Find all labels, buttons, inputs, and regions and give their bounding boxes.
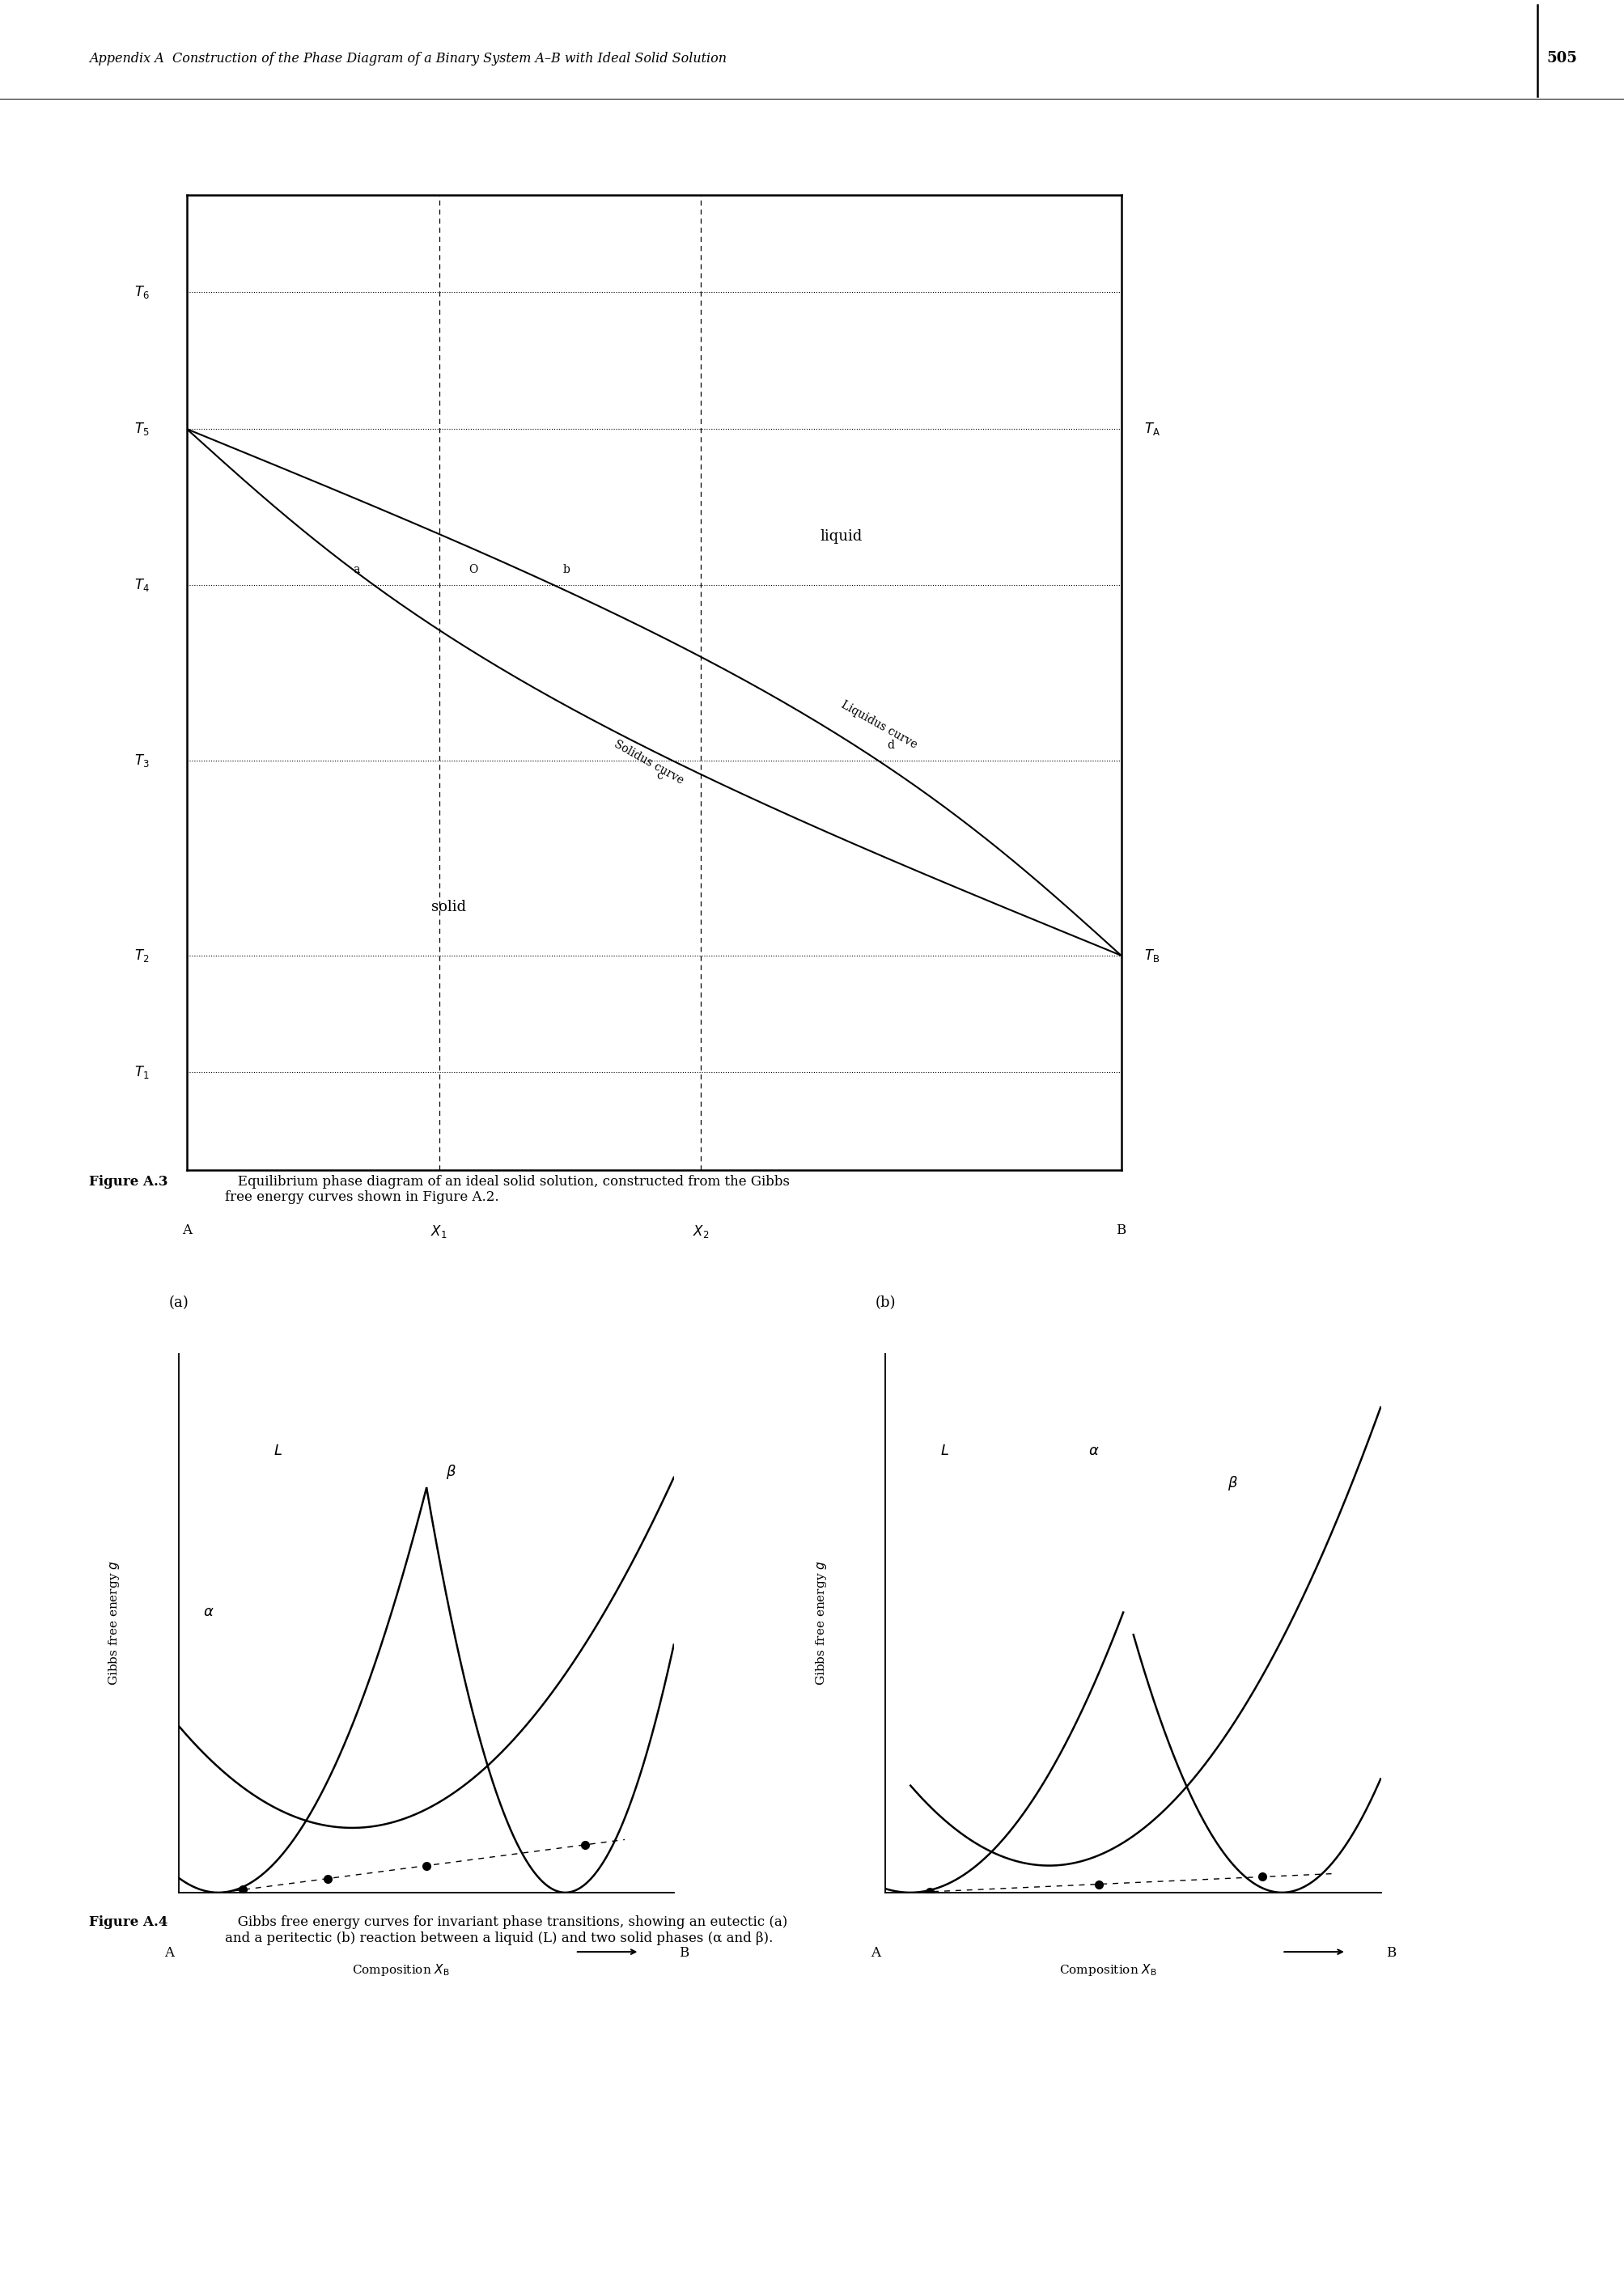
Text: O: O [468,564,477,576]
Text: $T_2$: $T_2$ [135,947,149,963]
Text: Composition $X_\mathrm{B}$: Composition $X_\mathrm{B}$ [1059,1964,1156,1977]
Text: B: B [1385,1945,1395,1959]
Text: solid: solid [430,899,466,913]
Text: (b): (b) [875,1296,896,1310]
Text: $T_6$: $T_6$ [135,284,149,301]
Text: Gibbs free energy $g$: Gibbs free energy $g$ [107,1560,122,1686]
Text: $T_1$: $T_1$ [135,1064,149,1080]
Text: B: B [679,1945,689,1959]
Text: $\alpha$: $\alpha$ [1088,1443,1098,1457]
Text: (a): (a) [169,1296,188,1310]
Text: $X_1$: $X_1$ [430,1223,447,1239]
Text: A: A [870,1945,880,1959]
Text: $T_\mathrm{A}$: $T_\mathrm{A}$ [1143,420,1160,438]
Text: Figure A.3: Figure A.3 [89,1175,169,1188]
Text: $\beta$: $\beta$ [447,1464,456,1482]
Text: Figure A.4: Figure A.4 [89,1915,167,1929]
Text: liquid: liquid [818,530,862,544]
Text: Appendix A  Construction of the Phase Diagram of a Binary System A–B with Ideal : Appendix A Construction of the Phase Dia… [89,53,726,67]
Text: A: A [182,1223,192,1236]
Text: Gibbs free energy curves for invariant phase transitions, showing an eutectic (a: Gibbs free energy curves for invariant p… [226,1915,788,1945]
Text: Equilibrium phase diagram of an ideal solid solution, constructed from the Gibbs: Equilibrium phase diagram of an ideal so… [226,1175,789,1204]
Text: Solidus curve: Solidus curve [612,739,685,787]
Text: $T_5$: $T_5$ [135,420,149,438]
Text: c: c [656,771,663,782]
Text: a: a [352,564,359,576]
Text: Liquidus curve: Liquidus curve [840,700,919,750]
Text: $L$: $L$ [273,1443,283,1457]
Text: 505: 505 [1546,50,1577,67]
Text: $T_4$: $T_4$ [135,576,149,594]
Text: $X_2$: $X_2$ [692,1223,708,1239]
Text: Gibbs free energy $g$: Gibbs free energy $g$ [814,1560,828,1686]
Text: $T_3$: $T_3$ [135,752,149,768]
Text: $L$: $L$ [940,1443,948,1457]
Text: d: d [887,739,895,750]
Text: $\beta$: $\beta$ [1226,1475,1237,1491]
Text: Composition $X_\mathrm{B}$: Composition $X_\mathrm{B}$ [352,1964,450,1977]
Text: A: A [164,1945,174,1959]
Text: $T_\mathrm{B}$: $T_\mathrm{B}$ [1143,947,1160,963]
Text: b: b [562,564,570,576]
Text: B: B [1116,1223,1125,1236]
Text: $\alpha$: $\alpha$ [203,1606,214,1620]
